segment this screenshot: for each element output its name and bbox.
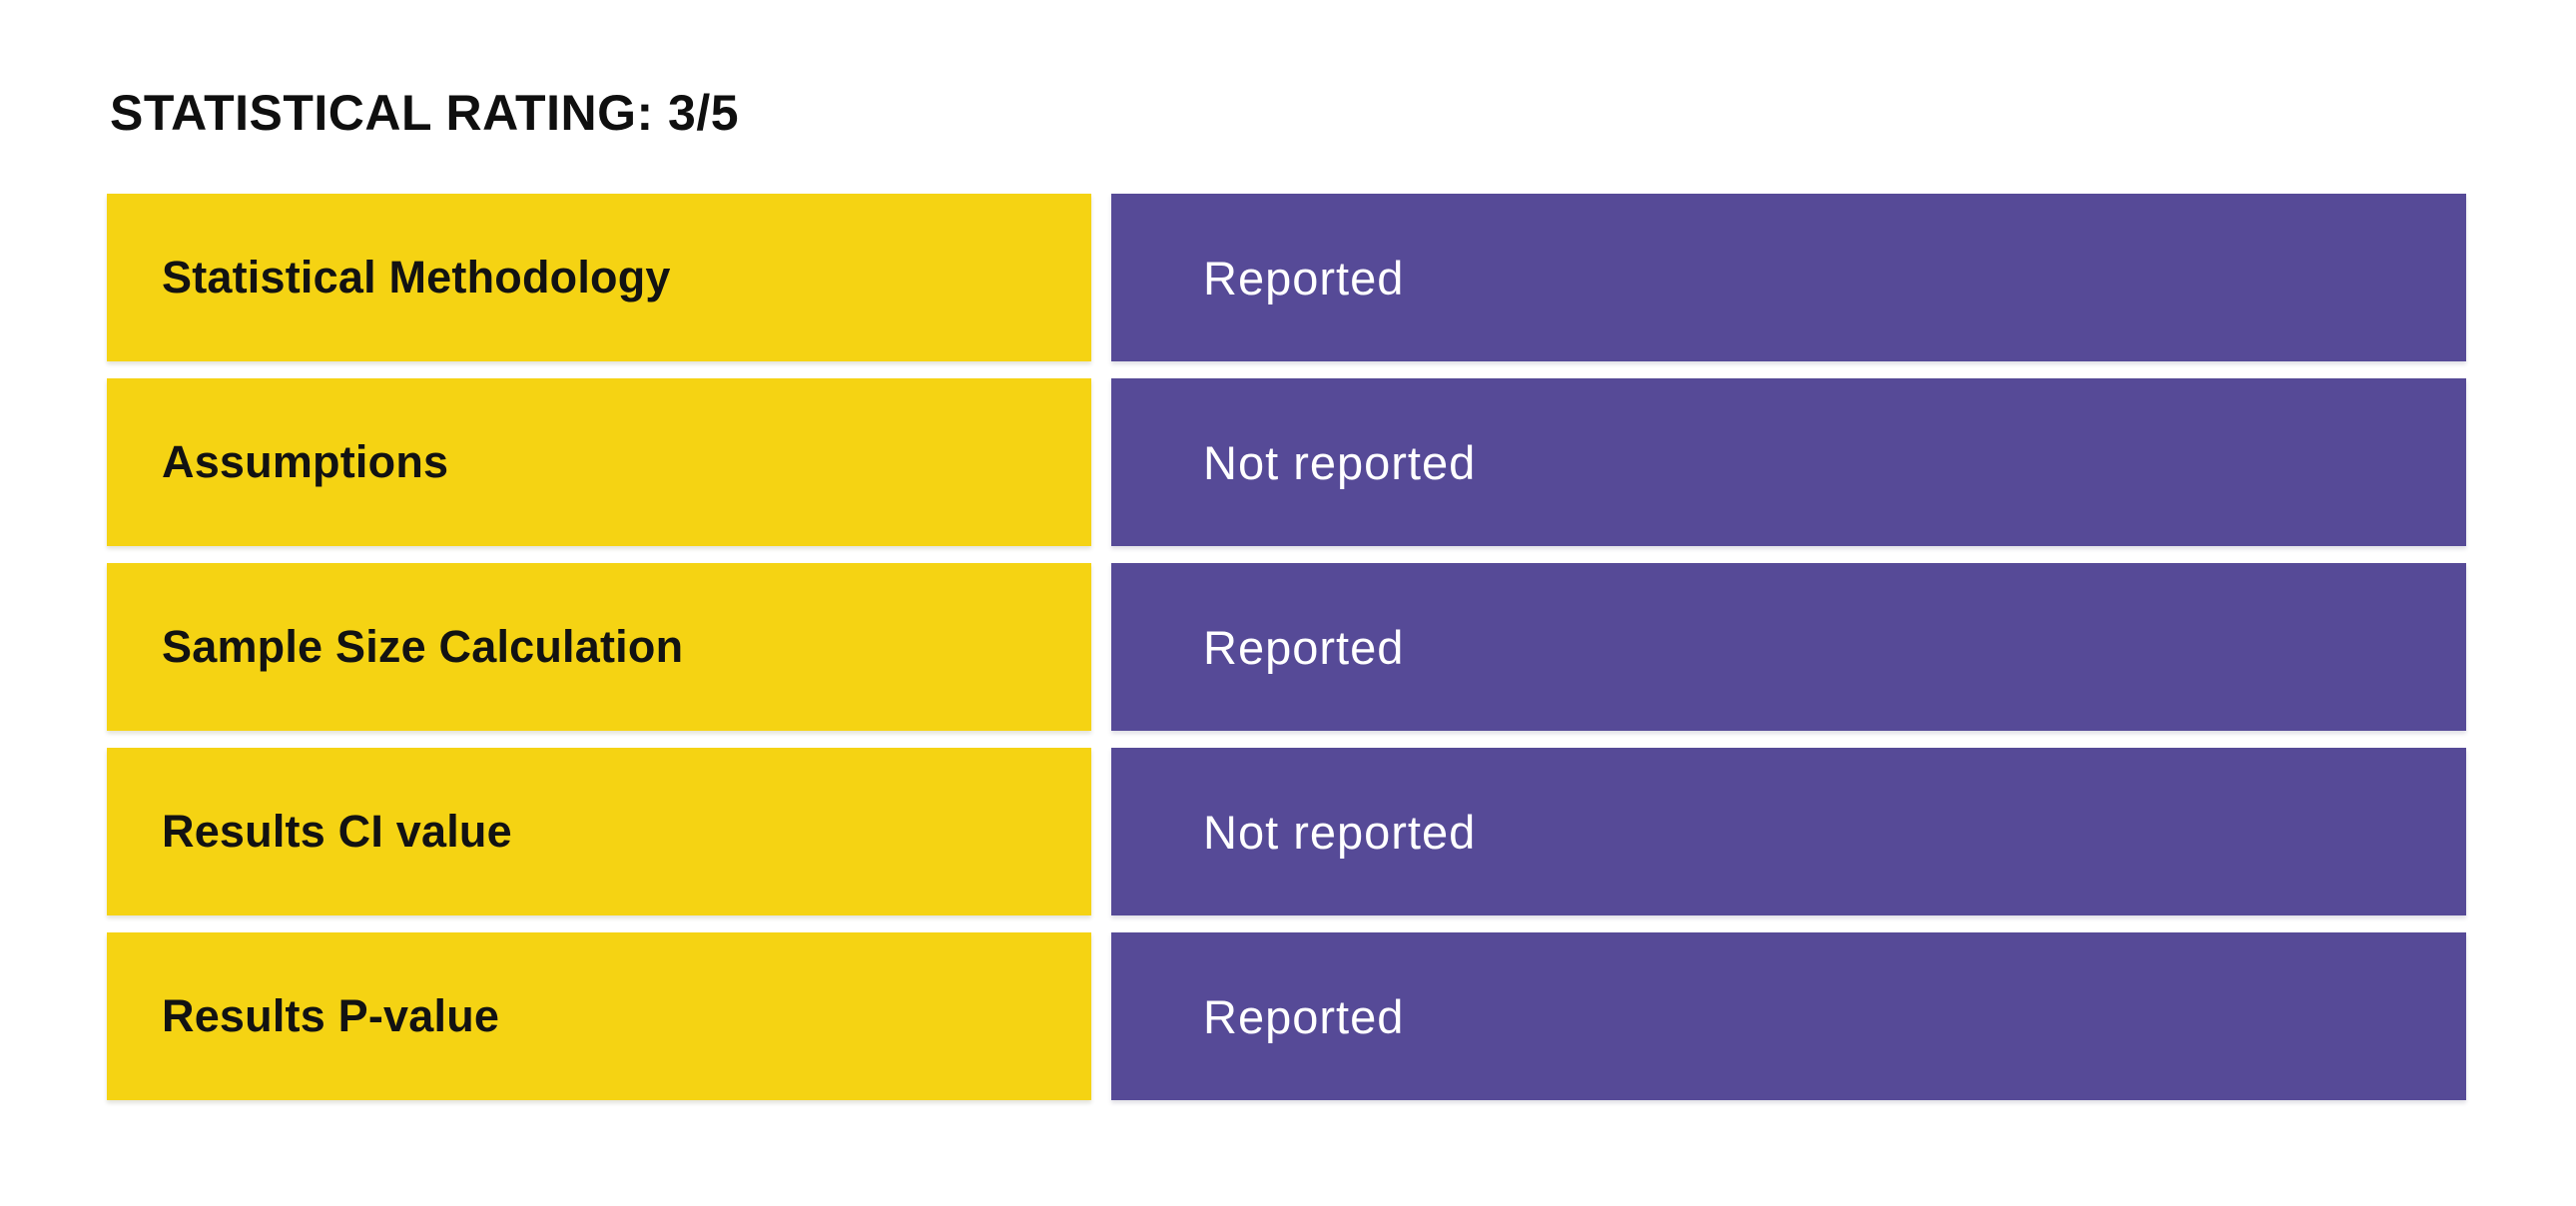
table-row: Results CI value Not reported [107,748,2466,915]
status-cell-assumptions: Not reported [1111,378,2466,546]
criterion-cell-sample-size-calculation: Sample Size Calculation [107,563,1091,731]
status-cell-sample-size-calculation: Reported [1111,563,2466,731]
status-cell-results-ci-value: Not reported [1111,748,2466,915]
table-row: Statistical Methodology Reported [107,194,2466,361]
table-row: Assumptions Not reported [107,378,2466,546]
table-row: Sample Size Calculation Reported [107,563,2466,731]
rating-table: Statistical Methodology Reported Assumpt… [107,194,2466,1117]
criterion-cell-assumptions: Assumptions [107,378,1091,546]
table-row: Results P-value Reported [107,932,2466,1100]
page-title: STATISTICAL RATING: 3/5 [110,85,740,141]
status-cell-statistical-methodology: Reported [1111,194,2466,361]
criterion-cell-results-p-value: Results P-value [107,932,1091,1100]
criterion-cell-results-ci-value: Results CI value [107,748,1091,915]
criterion-cell-statistical-methodology: Statistical Methodology [107,194,1091,361]
status-cell-results-p-value: Reported [1111,932,2466,1100]
